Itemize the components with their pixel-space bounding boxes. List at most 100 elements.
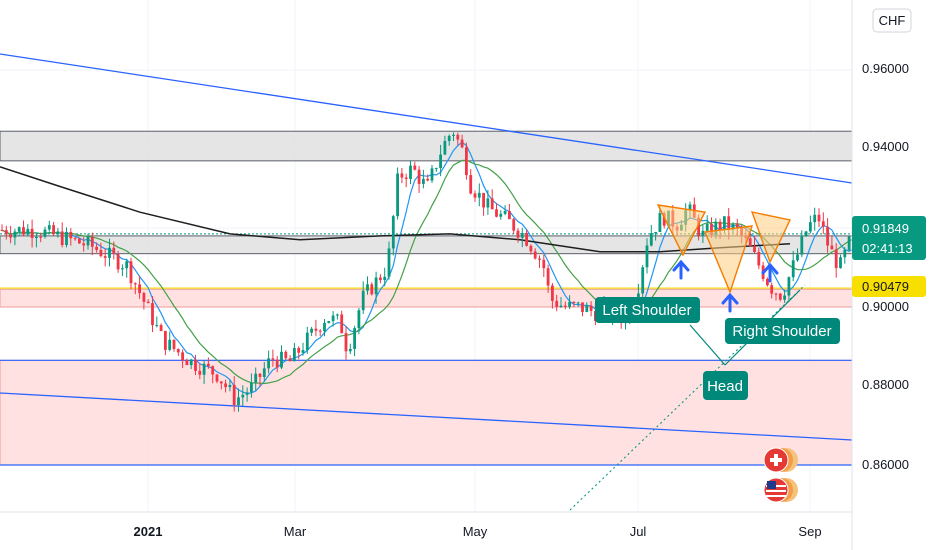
candle-body bbox=[662, 213, 666, 226]
candle-body bbox=[228, 384, 232, 388]
candle-body bbox=[219, 381, 223, 384]
head-pointer-line bbox=[689, 324, 726, 366]
candle-body bbox=[215, 374, 219, 382]
head-text: Head bbox=[707, 378, 743, 395]
candle-body bbox=[538, 258, 541, 260]
candle-body bbox=[400, 173, 404, 178]
candle-body bbox=[250, 382, 253, 393]
candle-body bbox=[314, 328, 318, 331]
candle-body bbox=[430, 168, 434, 181]
candle-body bbox=[589, 305, 593, 311]
right-shoulder-label[interactable]: Right Shoulder bbox=[725, 318, 840, 344]
candle-body bbox=[293, 348, 296, 362]
price-tick: 0.94000 bbox=[862, 139, 909, 154]
candle-body bbox=[4, 230, 8, 235]
right-shoulder-shape bbox=[750, 211, 792, 264]
candle-body bbox=[426, 178, 430, 181]
candle-body bbox=[43, 229, 47, 237]
candle-body bbox=[830, 245, 834, 250]
candle-body bbox=[813, 214, 817, 223]
candle-body bbox=[95, 246, 98, 250]
level-price-tag: 0.90479 bbox=[852, 276, 926, 297]
candle-body bbox=[727, 216, 731, 230]
candle-body bbox=[125, 261, 129, 269]
candle-body bbox=[826, 226, 829, 246]
candle-body bbox=[723, 216, 726, 230]
candle-body bbox=[86, 236, 90, 246]
price-tick: 0.90000 bbox=[862, 299, 909, 314]
candle-body bbox=[417, 169, 421, 184]
upper-trendline bbox=[0, 53, 853, 184]
candle-body bbox=[39, 236, 43, 238]
head-shape bbox=[704, 225, 754, 294]
candle-body bbox=[422, 178, 425, 184]
candle-body bbox=[559, 305, 563, 307]
candle-body bbox=[697, 217, 700, 236]
candle-body bbox=[224, 383, 227, 388]
candle-body bbox=[718, 221, 722, 230]
candle-body bbox=[26, 228, 30, 235]
candle-body bbox=[529, 245, 533, 252]
candle-body bbox=[404, 177, 408, 179]
candle-body bbox=[396, 173, 399, 217]
candle-body bbox=[473, 193, 477, 198]
up-arrow-icon bbox=[721, 292, 739, 313]
candle-body bbox=[576, 302, 580, 304]
candle-body bbox=[164, 330, 167, 350]
candle-body bbox=[69, 231, 73, 239]
candle-body bbox=[434, 168, 438, 170]
candle-body bbox=[568, 302, 571, 308]
candle-body bbox=[112, 247, 116, 255]
current-price-value: 0.91849 bbox=[862, 221, 909, 236]
candle-body bbox=[129, 261, 133, 284]
candle-body bbox=[658, 213, 662, 233]
swiss-flag-icon[interactable] bbox=[763, 447, 798, 473]
left-shoulder-label[interactable]: Left Shoulder bbox=[595, 297, 700, 323]
zones bbox=[0, 130, 853, 466]
candle-body bbox=[305, 332, 309, 351]
candle-body bbox=[465, 147, 468, 176]
head-shoulders-pattern bbox=[656, 204, 801, 366]
head-bg bbox=[703, 371, 748, 400]
time-axis[interactable]: 2021 Mar May Jul Sep bbox=[134, 524, 822, 539]
candle-body bbox=[847, 236, 851, 250]
candle-body bbox=[710, 223, 713, 235]
candle-body bbox=[542, 259, 546, 269]
candle-body bbox=[267, 358, 270, 369]
right-shoulder-text: Right Shoulder bbox=[732, 323, 831, 340]
candle-body bbox=[705, 223, 709, 231]
candle-body bbox=[340, 314, 344, 334]
candle-body bbox=[103, 256, 107, 258]
us-flag-icon[interactable] bbox=[763, 477, 798, 503]
currency-button[interactable]: CHF bbox=[872, 8, 912, 33]
zone bbox=[0, 130, 853, 162]
candle-body bbox=[297, 348, 301, 353]
candle-body bbox=[753, 245, 756, 253]
currency-label: CHF bbox=[879, 13, 906, 28]
price-tick: 0.96000 bbox=[862, 61, 909, 76]
price-axis[interactable]: 0.96000 0.94000 0.90000 0.88000 0.86000 bbox=[862, 61, 909, 472]
price-tick: 0.88000 bbox=[862, 377, 909, 392]
candle-body bbox=[211, 366, 215, 375]
candle-body bbox=[447, 135, 451, 142]
left-shoulder-bg bbox=[595, 297, 700, 323]
candle-body bbox=[30, 228, 34, 238]
time-tick: Mar bbox=[284, 524, 307, 539]
candle-body bbox=[318, 330, 322, 332]
up-arrow-icon bbox=[761, 262, 779, 283]
candle-body bbox=[796, 254, 799, 261]
head-label[interactable]: Head bbox=[703, 371, 748, 400]
candle-body bbox=[108, 247, 111, 258]
candle-body bbox=[60, 231, 64, 246]
candle-body bbox=[237, 397, 240, 406]
candle-body bbox=[804, 231, 808, 236]
candle-body bbox=[357, 310, 361, 329]
candle-body bbox=[735, 224, 739, 228]
candle-body bbox=[116, 254, 120, 270]
candle-body bbox=[546, 268, 550, 286]
candle-body bbox=[13, 231, 17, 238]
time-tick: 2021 bbox=[134, 524, 163, 539]
time-tick: Jul bbox=[630, 524, 647, 539]
